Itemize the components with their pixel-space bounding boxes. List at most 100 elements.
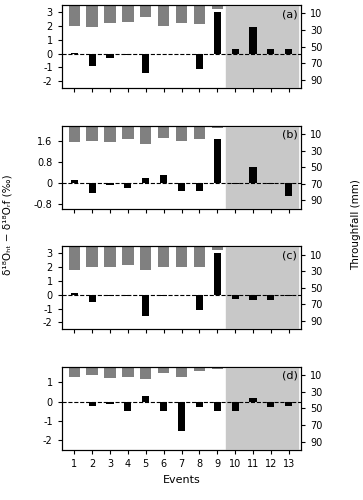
Bar <box>86 126 98 140</box>
Bar <box>265 126 277 139</box>
Bar <box>267 183 274 184</box>
Bar <box>193 126 205 139</box>
Bar <box>142 396 149 402</box>
Bar <box>71 180 78 183</box>
Bar <box>212 246 223 250</box>
Bar <box>106 402 114 404</box>
Bar <box>176 246 187 267</box>
Bar <box>285 50 292 54</box>
Bar <box>106 294 114 296</box>
Bar <box>285 402 292 406</box>
Bar <box>247 367 259 370</box>
Bar <box>283 5 294 8</box>
Bar <box>176 126 187 142</box>
Bar <box>104 367 116 378</box>
Bar <box>158 126 170 138</box>
Bar <box>142 294 149 316</box>
Bar <box>285 294 292 296</box>
Bar <box>124 294 131 296</box>
Bar <box>178 402 185 430</box>
Bar <box>193 246 205 267</box>
Bar <box>86 5 98 28</box>
Bar <box>212 367 223 370</box>
Bar <box>178 294 185 296</box>
Bar <box>160 294 167 296</box>
Bar <box>158 367 170 374</box>
Bar <box>69 5 80 26</box>
Bar <box>106 54 114 58</box>
Bar <box>249 294 257 300</box>
Bar <box>232 402 239 411</box>
Bar <box>249 27 257 54</box>
Bar <box>265 5 277 8</box>
Bar <box>196 183 203 190</box>
Bar <box>214 138 221 183</box>
Bar <box>176 5 187 24</box>
Bar <box>89 54 96 66</box>
Bar <box>104 126 116 142</box>
Bar <box>214 12 221 53</box>
Bar <box>249 167 257 183</box>
Bar <box>71 292 78 294</box>
X-axis label: Events: Events <box>163 474 200 484</box>
Bar <box>142 178 149 183</box>
Bar <box>285 183 292 196</box>
Bar <box>69 367 80 377</box>
Bar <box>212 5 223 9</box>
Bar <box>226 246 298 330</box>
Bar <box>122 5 134 21</box>
Bar <box>178 183 185 190</box>
Bar <box>193 5 205 24</box>
Bar <box>283 246 294 248</box>
Bar <box>89 294 96 302</box>
Bar <box>226 5 298 88</box>
Bar <box>229 367 241 372</box>
Bar <box>158 5 170 26</box>
Bar <box>104 246 116 267</box>
Text: (a): (a) <box>282 9 298 19</box>
Bar <box>69 126 80 142</box>
Text: (c): (c) <box>282 250 297 260</box>
Text: Throughfall (mm): Throughfall (mm) <box>351 180 361 270</box>
Bar <box>142 54 149 73</box>
Bar <box>214 402 221 411</box>
Bar <box>247 126 259 128</box>
Bar <box>212 126 223 128</box>
Bar <box>124 54 131 55</box>
Bar <box>122 246 134 266</box>
Bar <box>106 183 114 186</box>
Bar <box>160 175 167 183</box>
Bar <box>193 367 205 371</box>
Bar <box>196 294 203 310</box>
Bar <box>229 126 241 128</box>
Bar <box>229 246 241 250</box>
Bar <box>226 126 298 209</box>
Bar <box>158 246 170 267</box>
Bar <box>124 402 131 411</box>
Bar <box>89 183 96 193</box>
Bar <box>229 5 241 8</box>
Bar <box>140 5 151 18</box>
Bar <box>267 50 274 54</box>
Bar <box>89 402 96 406</box>
Bar <box>247 246 259 248</box>
Text: (d): (d) <box>282 371 298 381</box>
Bar <box>176 367 187 377</box>
Bar <box>160 402 167 411</box>
Bar <box>104 5 116 24</box>
Bar <box>232 183 239 184</box>
Bar <box>86 367 98 375</box>
Bar <box>249 398 257 402</box>
Bar <box>196 54 203 69</box>
Bar <box>265 367 277 371</box>
Bar <box>226 367 298 450</box>
Bar <box>232 50 239 54</box>
Bar <box>124 183 131 188</box>
Text: (b): (b) <box>282 130 298 140</box>
Bar <box>283 126 294 128</box>
Bar <box>267 294 274 300</box>
Bar <box>247 5 259 6</box>
Bar <box>122 367 134 377</box>
Bar <box>232 294 239 299</box>
Bar <box>140 246 151 270</box>
